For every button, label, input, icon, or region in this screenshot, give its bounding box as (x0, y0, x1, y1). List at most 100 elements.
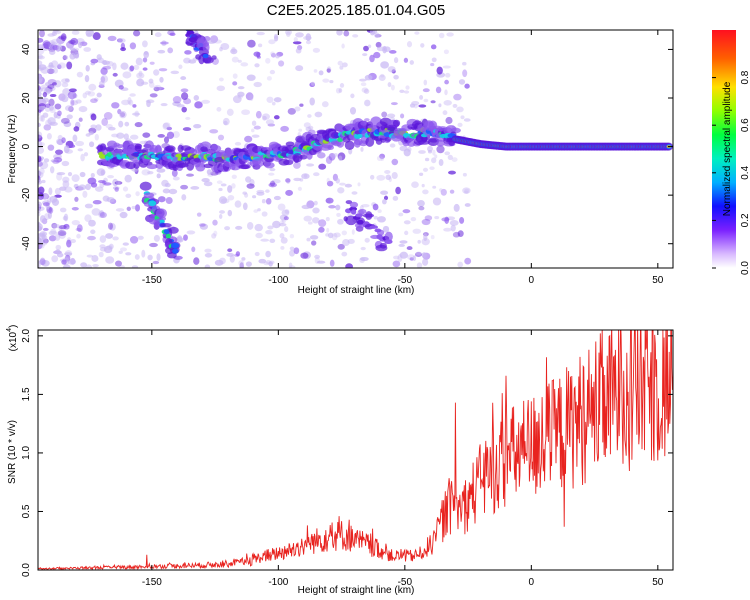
spectrogram-dot (380, 61, 389, 69)
spectrogram-dot (227, 194, 235, 201)
spectrogram-dot (406, 246, 413, 251)
spectrogram-dot (64, 252, 73, 256)
spectrogram-dot (418, 150, 426, 154)
spectrogram-dot (322, 78, 330, 83)
spectrogram-dot (382, 199, 387, 205)
spectrogram-dot (387, 82, 392, 88)
spectrogram-dot (444, 151, 451, 156)
spectrogram-dot (430, 63, 435, 67)
spectrogram-dot (392, 195, 399, 201)
spectrogram-dot (347, 238, 355, 244)
spectrogram-dot (444, 79, 449, 85)
spectrogram-dot (343, 30, 350, 37)
spectrogram-dot (280, 219, 284, 225)
spectrogram-dot (67, 144, 76, 149)
spectrogram-dot (283, 216, 289, 221)
spectrogram-dot (395, 186, 401, 195)
spectrogram-dot (360, 246, 366, 251)
spectrogram-dot (336, 30, 343, 36)
spectrogram-dot (96, 54, 102, 61)
spectrogram-dot (453, 203, 460, 212)
y-tick-label: 0 (21, 143, 32, 149)
spectrogram-dot (129, 235, 139, 244)
spectrogram-dot (162, 188, 171, 194)
spectrogram-dot (135, 191, 140, 197)
spectrogram-dot (313, 69, 318, 73)
spectrogram-dot (364, 118, 370, 122)
spectrogram-dot (48, 187, 53, 196)
spectrogram-dot (106, 245, 113, 251)
spectrogram-dot (180, 19, 189, 27)
spectrogram-dot (38, 105, 46, 110)
spectrogram-dot (376, 155, 383, 162)
spectrogram-dot (242, 191, 247, 195)
spectrogram-dot (457, 122, 463, 128)
spectrogram-dot (360, 146, 364, 152)
spectrogram-dot (377, 216, 386, 223)
spectrogram-dot (90, 113, 97, 121)
spectrogram-dot (273, 115, 280, 120)
spectrogram-dot (281, 209, 290, 217)
spectrogram-dot (409, 60, 415, 65)
spectrogram-dot (149, 242, 158, 248)
spectrogram-dot (266, 96, 274, 103)
spectrogram-dot (106, 140, 118, 149)
spectrogram-dot (282, 219, 286, 224)
spectrogram-dot (299, 178, 304, 182)
spectrogram-dot (45, 103, 51, 108)
spectrogram-dot (52, 159, 60, 164)
spectrogram-dot (240, 62, 249, 67)
spectrogram-dot (258, 258, 267, 264)
spectrogram-dot (326, 177, 330, 184)
spectrogram-dot (413, 104, 418, 109)
spectrogram-dot (188, 59, 197, 64)
spectrogram-dot (327, 232, 334, 239)
spectrogram-dot (318, 70, 324, 76)
spectrogram-dot (168, 226, 179, 234)
spectrogram-dot (49, 49, 56, 55)
spectrogram-dot (38, 37, 44, 43)
spectrogram-dot (218, 213, 223, 220)
spectrogram-dot (119, 110, 127, 119)
spectrogram-dot (162, 122, 171, 129)
spectrogram-dot (49, 93, 57, 98)
spectrogram-dot (312, 207, 320, 214)
spectrogram-dot (57, 64, 62, 70)
spectrogram-dot (442, 65, 451, 69)
spectrogram-dot (399, 240, 408, 244)
spectrogram-dot (253, 125, 261, 130)
spectrogram-dot (140, 81, 149, 85)
spectrogram-dot (214, 156, 225, 165)
spectrogram-dot (273, 33, 279, 39)
spectrogram-dot (114, 181, 123, 185)
spectrogram-dot (202, 57, 214, 64)
spectrogram-dot (365, 136, 375, 147)
spectrogram-dot (182, 127, 192, 132)
spectrogram-dot (194, 101, 203, 109)
spectrogram-dot (332, 141, 342, 147)
spectrogram-dot (85, 65, 90, 72)
spectrogram-dot (38, 170, 42, 177)
spectrogram-dot (166, 126, 173, 131)
spectrogram-dot (54, 187, 61, 195)
spectrogram-dot (245, 261, 252, 267)
y-tick-label: 1.5 (21, 387, 32, 401)
spectrogram-dot (139, 181, 152, 191)
spectrogram-dot (193, 257, 200, 265)
spectrogram-dot (200, 146, 208, 152)
x-tick-label: -100 (268, 577, 288, 588)
spectrogram-dot (60, 33, 67, 42)
spectrogram-dot (432, 149, 436, 156)
spectrogram-dot (159, 223, 172, 228)
spectrogram-dot (451, 157, 458, 162)
spectrogram-dot (92, 32, 101, 41)
spectrogram-dot (202, 53, 209, 59)
spectrogram-dot (72, 134, 78, 143)
spectrogram-dot (403, 90, 410, 94)
snr-scale-note: (x104) (6, 325, 19, 352)
spectrogram-dot (74, 196, 79, 202)
spectrogram-dot (122, 242, 129, 246)
spectrogram-dot (96, 92, 102, 98)
spectrogram-dot (123, 133, 129, 140)
spectrogram-dot (42, 91, 48, 98)
